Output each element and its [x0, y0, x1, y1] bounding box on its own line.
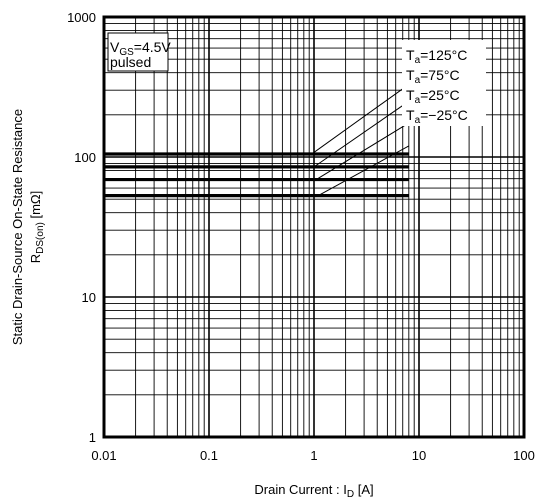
y-tick-label: 100 — [74, 150, 96, 165]
series-line-rise-3 — [318, 145, 410, 197]
x-tick-label: 10 — [412, 448, 426, 463]
x-axis-title: Drain Current : ID [A] — [254, 482, 373, 500]
x-tick-label: 100 — [513, 448, 535, 463]
series-line-rise-1 — [313, 100, 410, 168]
legend-label-25: Ta=25°C — [406, 87, 460, 106]
conditions-box — [107, 32, 169, 72]
y-tick-label: 1 — [89, 430, 96, 445]
x-tick-label: 0.01 — [91, 448, 116, 463]
y-tick-label: 1000 — [67, 10, 96, 25]
series-lines — [104, 84, 410, 198]
y-axis-title-line2: RDS(on) [mΩ] — [28, 191, 46, 263]
plot-border — [102, 15, 526, 439]
y-tick-label: 10 — [82, 290, 96, 305]
conditions-mode: pulsed — [110, 54, 151, 70]
legend-background — [402, 40, 486, 126]
x-tick-label: 0.1 — [200, 448, 218, 463]
conditions-vgs: VGS=4.5V — [110, 39, 171, 58]
y-tick-labels: 1 10 100 1000 — [67, 10, 96, 445]
x-tick-label: 1 — [310, 448, 317, 463]
legend-label-minus25: Ta=−25°C — [406, 107, 468, 126]
y-axis-title-line1: Static Drain-Source On-State Resistance — [10, 109, 25, 345]
legend-label-125: Ta=125°C — [406, 47, 467, 66]
legend-labels: Ta=125°C Ta=75°C Ta=25°C Ta=−25°C — [402, 40, 486, 126]
series-line-rise-0 — [311, 84, 410, 155]
legend-label-75: Ta=75°C — [406, 67, 460, 86]
x-tick-labels: 0.01 0.1 1 10 100 — [91, 448, 535, 463]
series-line-rise-2 — [315, 122, 410, 180]
grid — [103, 17, 524, 438]
